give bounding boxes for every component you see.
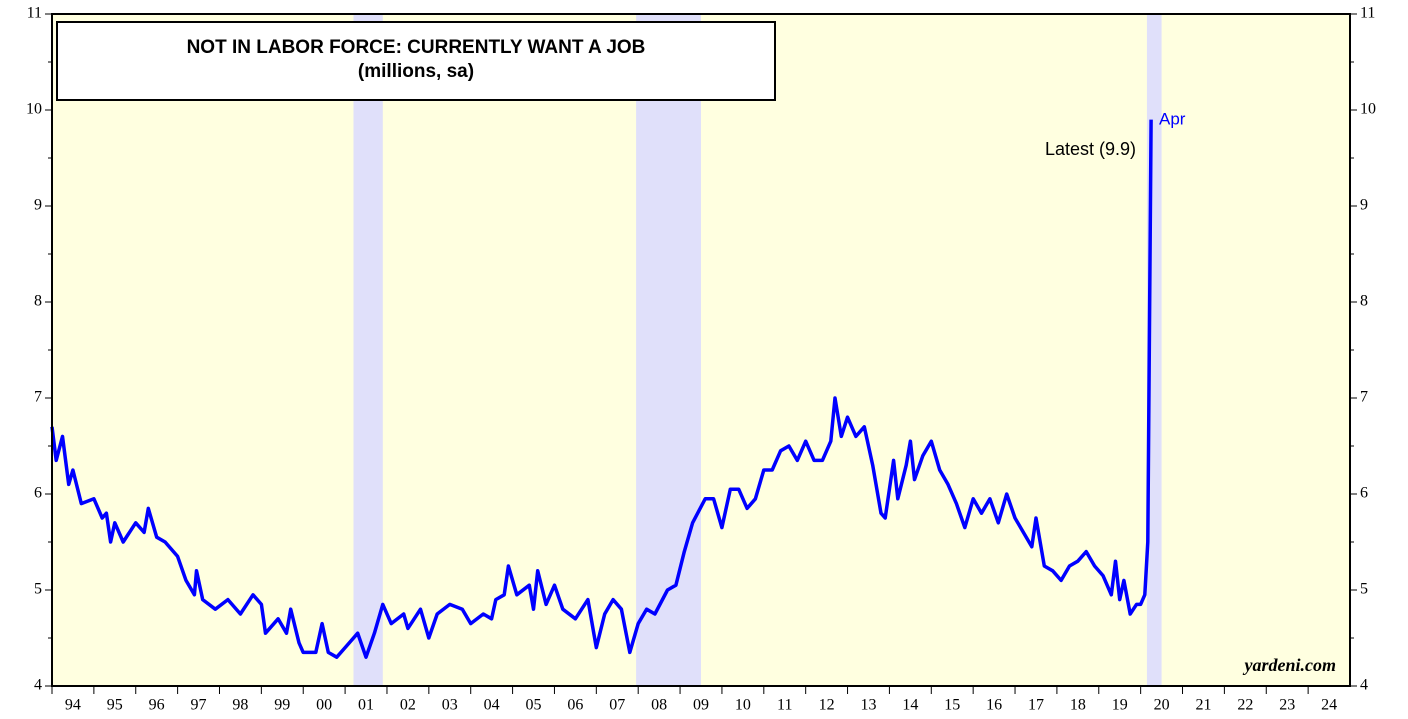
y-tick-label: 9 xyxy=(1360,197,1368,214)
x-tick-label: 96 xyxy=(149,697,165,714)
x-tick-label: 98 xyxy=(232,697,248,714)
recession-band xyxy=(636,14,701,686)
y-tick-label: 7 xyxy=(34,389,42,406)
x-tick-label: 13 xyxy=(860,697,876,714)
y-tick-label: 11 xyxy=(1360,5,1375,22)
x-tick-label: 19 xyxy=(1112,697,1128,714)
x-tick-label: 01 xyxy=(358,697,374,714)
x-tick-label: 23 xyxy=(1279,697,1295,714)
x-tick-label: 12 xyxy=(819,697,835,714)
y-tick-label: 5 xyxy=(34,581,42,598)
annotation: Apr xyxy=(1159,109,1186,128)
x-tick-label: 21 xyxy=(1195,697,1211,714)
x-tick-label: 00 xyxy=(316,697,332,714)
x-tick-label: 14 xyxy=(902,697,918,714)
x-tick-label: 03 xyxy=(442,697,458,714)
y-tick-label: 8 xyxy=(34,293,42,310)
data-line xyxy=(50,119,1153,659)
title-box xyxy=(56,21,776,101)
x-tick-label: 07 xyxy=(609,697,625,714)
chart-title: NOT IN LABOR FORCE: CURRENTLY WANT A JOB xyxy=(187,37,646,58)
x-tick-label: 17 xyxy=(1028,697,1044,714)
y-tick-label: 10 xyxy=(26,101,42,118)
source: yardeni.com xyxy=(1243,655,1337,675)
recession-band xyxy=(353,14,383,686)
y-tick-label: 10 xyxy=(1360,101,1376,118)
annotation: Latest (9.9) xyxy=(1045,139,1136,159)
x-tick-label: 99 xyxy=(274,697,290,714)
y-tick-label: 6 xyxy=(1360,485,1368,502)
x-tick-label: 20 xyxy=(1154,697,1170,714)
y-tick-label: 8 xyxy=(1360,293,1368,310)
x-tick-label: 94 xyxy=(65,697,81,714)
x-tick-label: 16 xyxy=(986,697,1002,714)
y-tick-label: 11 xyxy=(27,5,42,22)
x-tick-label: 11 xyxy=(777,697,792,714)
x-tick-label: 15 xyxy=(944,697,960,714)
x-tick-label: 04 xyxy=(484,697,500,714)
x-tick-label: 97 xyxy=(191,697,207,714)
y-tick-label: 4 xyxy=(34,677,42,694)
x-tick-label: 05 xyxy=(526,697,542,714)
x-tick-label: 09 xyxy=(693,697,709,714)
x-tick-label: 22 xyxy=(1237,697,1253,714)
x-tick-label: 08 xyxy=(651,697,667,714)
y-tick-label: 6 xyxy=(34,485,42,502)
x-tick-label: 95 xyxy=(107,697,123,714)
y-tick-label: 7 xyxy=(1360,389,1368,406)
y-tick-label: 9 xyxy=(34,197,42,214)
x-tick-label: 24 xyxy=(1321,697,1337,714)
chart-subtitle: (millions, sa) xyxy=(358,61,474,82)
y-tick-label: 5 xyxy=(1360,581,1368,598)
x-tick-label: 10 xyxy=(735,697,751,714)
plot-frame xyxy=(51,13,1351,687)
y-tick-label: 4 xyxy=(1360,677,1368,694)
x-tick-label: 18 xyxy=(1070,697,1086,714)
x-tick-label: 02 xyxy=(400,697,416,714)
x-tick-label: 06 xyxy=(567,697,583,714)
